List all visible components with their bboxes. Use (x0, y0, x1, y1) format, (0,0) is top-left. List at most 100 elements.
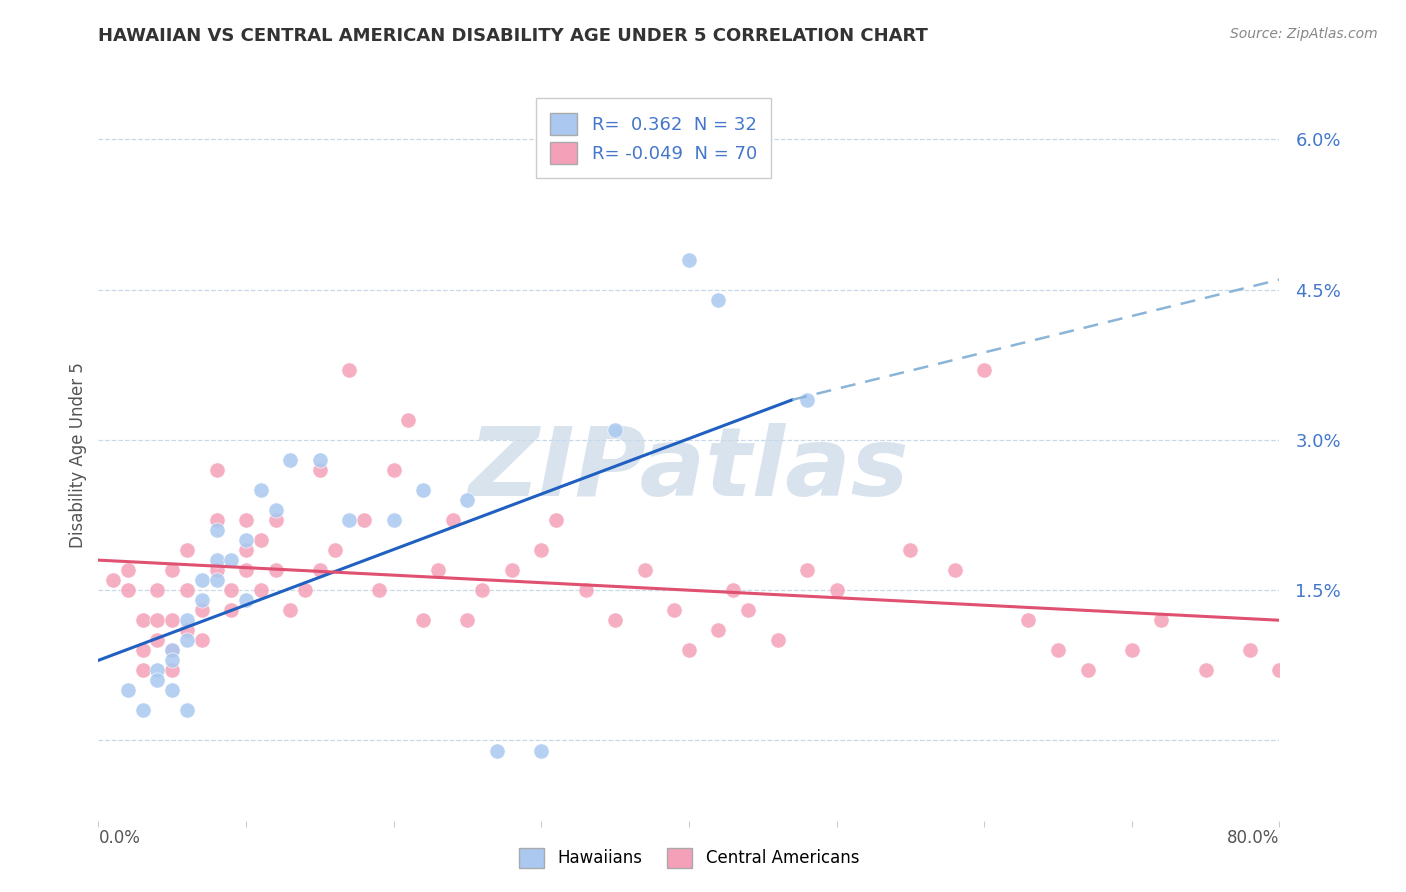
Point (943, 563, 966, 577)
Point (1268, 664, 1291, 678)
Point (309, 453, 332, 467)
Point (1150, 613, 1173, 627)
Point (146, 613, 169, 627)
Point (427, 563, 450, 577)
Point (176, 543, 198, 558)
Point (382, 463, 405, 477)
Point (250, 533, 273, 547)
Point (605, 423, 627, 437)
Point (737, 603, 759, 617)
Point (353, 513, 375, 527)
Point (471, 583, 494, 598)
Point (176, 703, 198, 717)
Point (205, 553, 228, 567)
Point (132, 643, 155, 657)
Point (162, 683, 183, 698)
Point (235, 543, 257, 558)
Point (162, 664, 183, 678)
Point (132, 703, 155, 717)
Point (235, 533, 257, 547)
Point (132, 664, 155, 678)
Point (501, 563, 523, 577)
Point (162, 653, 183, 667)
Point (146, 673, 169, 688)
Point (219, 603, 242, 617)
Point (162, 643, 183, 657)
Point (250, 583, 273, 598)
Point (205, 463, 228, 477)
Point (825, 583, 848, 598)
Point (530, 743, 553, 757)
Text: 0.0%: 0.0% (98, 829, 141, 847)
Point (721, 583, 744, 598)
Point (456, 613, 478, 627)
Point (544, 513, 567, 527)
Text: HAWAIIAN VS CENTRAL AMERICAN DISABILITY AGE UNDER 5 CORRELATION CHART: HAWAIIAN VS CENTRAL AMERICAN DISABILITY … (98, 27, 928, 45)
Point (146, 664, 169, 678)
Point (146, 583, 169, 598)
Point (796, 392, 818, 407)
Point (396, 413, 419, 427)
Point (900, 543, 922, 558)
Point (278, 603, 302, 617)
Point (176, 613, 198, 627)
Legend: R=  0.362  N = 32, R= -0.049  N = 70: R= 0.362 N = 32, R= -0.049 N = 70 (536, 98, 772, 178)
Point (1239, 643, 1261, 657)
Point (219, 553, 242, 567)
Point (605, 613, 627, 627)
Point (973, 363, 995, 377)
Point (707, 293, 730, 307)
Point (441, 513, 464, 527)
Point (176, 624, 198, 638)
Point (278, 453, 302, 467)
Point (486, 743, 509, 757)
Point (205, 513, 228, 527)
Point (162, 643, 183, 657)
Point (633, 563, 655, 577)
Point (235, 563, 257, 577)
Point (219, 583, 242, 598)
Point (1017, 613, 1039, 627)
Point (766, 633, 789, 648)
Point (368, 583, 391, 598)
Point (191, 593, 214, 607)
Point (574, 583, 596, 598)
Point (205, 523, 228, 537)
Point (264, 563, 287, 577)
Point (678, 252, 700, 267)
Point (294, 583, 316, 598)
Point (235, 593, 257, 607)
Point (162, 613, 183, 627)
Point (796, 563, 818, 577)
Point (1046, 643, 1069, 657)
Point (235, 513, 257, 527)
Point (309, 463, 332, 477)
Point (309, 563, 332, 577)
Point (412, 483, 434, 497)
Point (412, 613, 434, 627)
Text: Source: ZipAtlas.com: Source: ZipAtlas.com (1230, 27, 1378, 41)
Point (664, 603, 686, 617)
Point (176, 583, 198, 598)
Point (1195, 664, 1218, 678)
Legend: Hawaiians, Central Americans: Hawaiians, Central Americans (512, 841, 866, 875)
Text: 80.0%: 80.0% (1227, 829, 1279, 847)
Point (337, 363, 360, 377)
Point (191, 573, 214, 587)
Point (382, 513, 405, 527)
Point (117, 583, 139, 598)
Point (337, 513, 360, 527)
Point (1077, 664, 1099, 678)
Point (456, 493, 478, 508)
Point (707, 624, 730, 638)
Y-axis label: Disability Age Under 5: Disability Age Under 5 (69, 362, 87, 548)
Point (678, 643, 700, 657)
Point (250, 483, 273, 497)
Point (191, 633, 214, 648)
Text: ZIPatlas: ZIPatlas (468, 423, 910, 516)
Point (530, 543, 553, 558)
Point (162, 563, 183, 577)
Point (132, 613, 155, 627)
Point (146, 633, 169, 648)
Point (117, 563, 139, 577)
